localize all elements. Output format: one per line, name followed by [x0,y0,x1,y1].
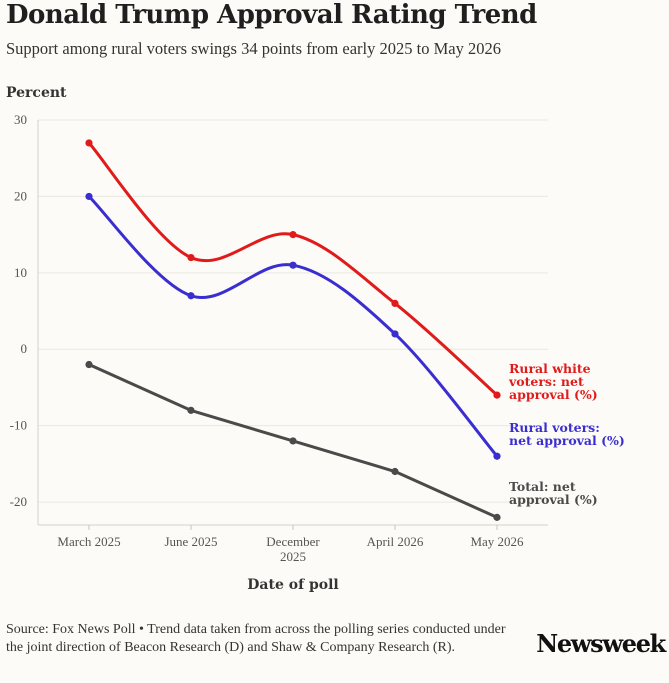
series-label: Total: net approval (%) [509,479,598,507]
data-point [391,299,399,307]
data-point [493,513,501,521]
newsweek-logo: Newsweek [536,629,666,658]
data-point [391,467,399,476]
x-tick-label: March 2025 [57,534,120,549]
chart-title: Donald Trump Approval Rating Trend [6,0,537,30]
x-tick-label: April 2026 [367,534,424,549]
series-labels: Rural white voters: net approval (%) Rural … [508,361,625,507]
y-tick-label: 20 [14,188,27,203]
data-point [289,231,297,239]
y-tick-label: 10 [14,265,27,280]
source-note: Source: Fox News Poll • Trend data taken… [6,622,506,655]
y-tick-label: 0 [21,341,28,356]
data-point [493,391,501,399]
data-point [85,139,93,147]
data-point [187,292,195,300]
y-axis-title: Percent [6,85,67,101]
y-tick-label: 30 [14,112,27,127]
data-point [187,253,195,262]
y-tick-label: -20 [10,494,27,509]
y-tick-label: -10 [10,418,27,433]
x-axis-ticks: March 2025 June 2025 December 2025 April 202… [57,525,524,564]
data-point [85,360,93,369]
series-lines [85,139,501,521]
data-point [289,261,297,269]
data-point [493,452,501,460]
series-label: Rural white voters: net approval (%) [508,361,598,402]
series-line [87,141,499,397]
data-point [85,192,93,201]
data-point [391,330,399,338]
chart-subtitle: Support among rural voters swings 34 poi… [6,39,501,58]
x-tick-label: June 2025 [164,534,217,549]
data-point [289,437,297,445]
line-chart: 30 20 10 0 -10 -20 March 2025 June 2025 Decembe… [10,112,625,593]
y-axis-ticks: 30 20 10 0 -10 -20 [10,112,27,509]
gridlines [37,119,548,526]
x-axis-title: Date of poll [247,577,338,593]
series-label: Rural voters: net approval (%) [509,420,625,448]
data-point [187,406,195,414]
x-tick-label: December 2025 [266,534,320,564]
x-tick-label: May 2026 [470,534,524,549]
